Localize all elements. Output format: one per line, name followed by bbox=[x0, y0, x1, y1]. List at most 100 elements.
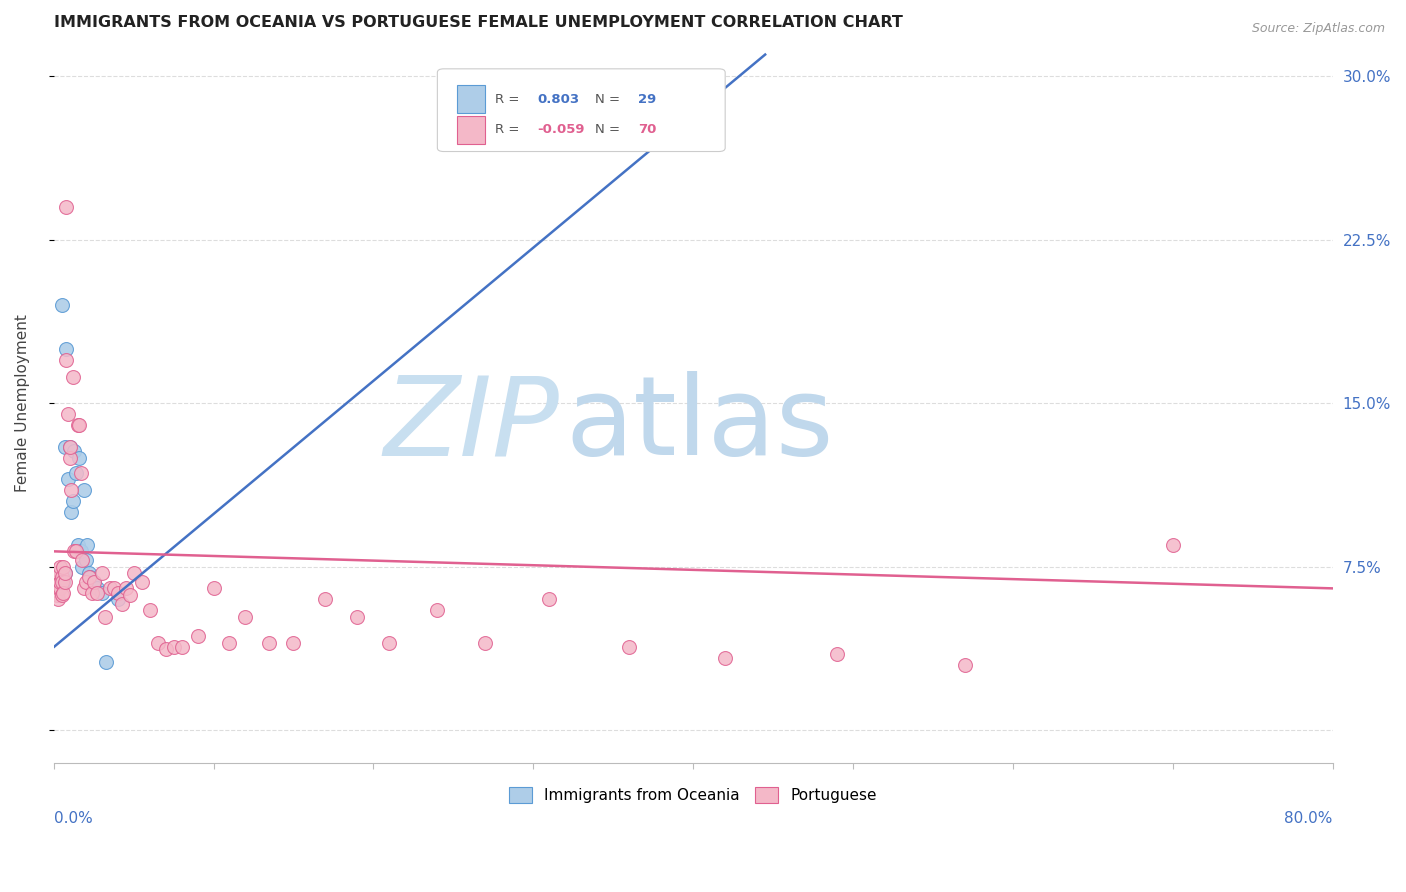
Point bbox=[218, 636, 240, 650]
Point bbox=[59, 440, 82, 454]
Point bbox=[426, 603, 449, 617]
Point bbox=[76, 538, 98, 552]
Text: R =: R = bbox=[495, 123, 523, 136]
Point bbox=[49, 582, 72, 596]
Point bbox=[63, 444, 86, 458]
Point bbox=[55, 200, 77, 214]
Point bbox=[65, 466, 87, 480]
Point bbox=[56, 407, 79, 421]
Point bbox=[90, 566, 112, 581]
Point bbox=[138, 603, 160, 617]
Point bbox=[44, 574, 66, 589]
Y-axis label: Female Unemployment: Female Unemployment bbox=[15, 314, 30, 492]
Point bbox=[73, 582, 96, 596]
Point bbox=[45, 570, 67, 584]
Point bbox=[62, 370, 84, 384]
Point bbox=[66, 417, 89, 432]
Point bbox=[48, 583, 70, 598]
Text: 29: 29 bbox=[638, 93, 657, 105]
Point bbox=[619, 640, 641, 655]
Text: R =: R = bbox=[495, 93, 523, 105]
Point bbox=[44, 566, 66, 581]
Text: N =: N = bbox=[595, 123, 624, 136]
Point bbox=[86, 586, 108, 600]
Point bbox=[131, 574, 153, 589]
Point bbox=[107, 592, 129, 607]
Point bbox=[80, 586, 103, 600]
Point bbox=[53, 566, 76, 581]
Point bbox=[72, 553, 94, 567]
Point bbox=[346, 609, 368, 624]
Point bbox=[65, 544, 87, 558]
Point bbox=[62, 494, 84, 508]
Point bbox=[111, 597, 134, 611]
Point bbox=[51, 570, 73, 584]
Point bbox=[474, 636, 496, 650]
Point bbox=[107, 586, 129, 600]
Point bbox=[90, 586, 112, 600]
Text: -0.059: -0.059 bbox=[537, 123, 585, 136]
Point bbox=[77, 566, 100, 581]
Point bbox=[49, 574, 72, 589]
Point bbox=[52, 559, 75, 574]
Point bbox=[55, 342, 77, 356]
Text: 0.0%: 0.0% bbox=[53, 811, 93, 826]
Point bbox=[98, 582, 121, 596]
Point bbox=[1161, 538, 1184, 552]
Point bbox=[72, 559, 94, 574]
Point bbox=[48, 592, 70, 607]
Point bbox=[59, 450, 82, 465]
Point bbox=[49, 574, 72, 589]
Point bbox=[86, 582, 108, 596]
Point bbox=[83, 574, 105, 589]
Point bbox=[186, 629, 208, 643]
Point bbox=[51, 588, 73, 602]
Point bbox=[825, 647, 848, 661]
Legend: Immigrants from Oceania, Portuguese: Immigrants from Oceania, Portuguese bbox=[503, 780, 883, 809]
Point bbox=[67, 450, 90, 465]
Point bbox=[45, 574, 67, 589]
FancyBboxPatch shape bbox=[437, 69, 725, 152]
Text: 80.0%: 80.0% bbox=[1285, 811, 1333, 826]
Point bbox=[51, 298, 73, 312]
Point bbox=[953, 657, 976, 672]
Point bbox=[52, 574, 75, 589]
Point bbox=[67, 417, 90, 432]
Point bbox=[45, 570, 67, 584]
Point bbox=[59, 440, 82, 454]
Text: atlas: atlas bbox=[565, 371, 834, 478]
Point bbox=[48, 566, 70, 581]
Point bbox=[259, 636, 281, 650]
Point bbox=[94, 609, 117, 624]
Point bbox=[378, 636, 401, 650]
Point bbox=[51, 574, 73, 589]
Text: Source: ZipAtlas.com: Source: ZipAtlas.com bbox=[1251, 22, 1385, 36]
Point bbox=[53, 574, 76, 589]
Point bbox=[538, 592, 561, 607]
Point bbox=[283, 636, 305, 650]
Point bbox=[714, 651, 737, 665]
Point bbox=[56, 472, 79, 486]
Point bbox=[73, 483, 96, 498]
Point bbox=[235, 609, 257, 624]
Text: 70: 70 bbox=[638, 123, 657, 136]
Point bbox=[69, 544, 91, 558]
Point bbox=[202, 582, 225, 596]
Point bbox=[48, 566, 70, 581]
Text: IMMIGRANTS FROM OCEANIA VS PORTUGUESE FEMALE UNEMPLOYMENT CORRELATION CHART: IMMIGRANTS FROM OCEANIA VS PORTUGUESE FE… bbox=[53, 15, 903, 30]
Point bbox=[52, 586, 75, 600]
Point bbox=[44, 574, 66, 589]
Point bbox=[53, 440, 76, 454]
Point bbox=[75, 553, 97, 567]
FancyBboxPatch shape bbox=[457, 116, 485, 144]
Text: 0.803: 0.803 bbox=[537, 93, 579, 105]
Point bbox=[60, 483, 83, 498]
FancyBboxPatch shape bbox=[457, 86, 485, 112]
Point bbox=[44, 586, 66, 600]
Point bbox=[79, 570, 101, 584]
Point bbox=[170, 640, 193, 655]
Point bbox=[146, 636, 169, 650]
Point bbox=[69, 466, 91, 480]
Point bbox=[83, 574, 105, 589]
Point bbox=[60, 505, 83, 519]
